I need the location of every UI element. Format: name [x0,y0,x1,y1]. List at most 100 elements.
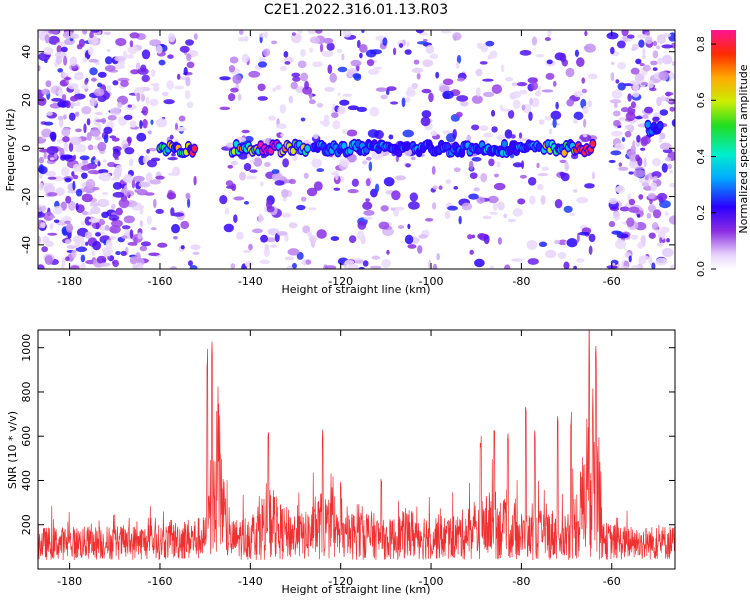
spectrogram-cell [38,164,45,174]
spectrogram-cell [173,85,185,90]
spectrogram-cell [660,95,666,102]
spectrogram-cell [402,129,414,138]
spectrogram-cell [48,35,60,45]
spectrogram-cell [640,82,649,86]
spectrogram-cell [38,65,41,72]
spectrogram-cell [38,235,42,245]
spectrogram-cell [473,187,480,192]
spectrogram-cell [324,86,335,92]
spectrogram-cell [57,89,63,97]
spectrogram-cell [52,206,63,215]
spectrogram-cell [133,86,145,97]
spectrogram-cell [576,232,580,243]
spectrogram-cell [183,66,188,76]
spectrogram-cell [429,53,439,60]
spectrogram-cell [436,253,440,261]
spectrogram-cell [648,79,654,89]
spectrogram-cell [432,202,437,210]
spectrogram-cell [642,48,646,56]
spectrogram-cell [456,54,462,64]
spectrogram-cell [527,258,539,265]
spectrogram-cell [347,188,359,194]
spectrogram-cell [397,225,405,229]
snr-y-label: SNR (10 * v/v) [6,411,19,489]
spectrogram-cell [68,142,74,152]
spectrogram-cell [70,265,80,269]
spectrogram-cell [453,167,461,173]
spectrogram-cell [127,104,132,108]
spectrogram-cell [155,208,164,214]
spectrogram-cell [469,249,474,255]
spectrogram-cell [639,147,646,151]
spectrogram-cell [89,97,98,107]
spectrogram-cell [493,173,499,178]
spectrogram-cell [334,171,339,181]
y-tick-label: -20 [20,188,33,206]
spectrogram-cell [145,96,150,105]
spectrogram-cell [132,175,145,183]
spectrogram-cell [158,59,166,66]
spectrogram-cell [120,235,128,239]
spectrogram-cell [359,44,368,53]
spectrogram-cell [290,81,298,90]
spectrogram-cell [46,111,53,116]
spectrogram-cell [442,78,454,86]
spectrogram-cell [614,239,627,250]
spectrogram-cell [497,201,505,211]
spectrogram-cell [428,92,434,103]
spectrogram-cell [137,67,149,75]
spectrogram-cell [656,34,667,44]
spectrogram-cell [139,220,143,228]
spectrogram-cell [43,184,56,195]
spectrogram-cell [409,192,418,202]
spectrogram-cell [61,127,71,137]
spectrogram-cell [369,265,382,269]
spectrogram-cell [475,68,483,77]
spectrogram-cell [547,30,552,38]
spectrogram-cell [657,192,668,201]
spectrogram-cell [507,109,515,119]
spectrogram-cell [346,129,358,137]
spectrogram-cell [519,49,532,56]
spectrogram-cell [573,90,584,98]
spectrogram-cell [408,201,420,210]
spectrogram-cell [80,241,87,248]
spectrogram-cell [279,65,288,71]
spectrogram-cell [136,92,141,102]
spectrogram-cell [72,174,79,180]
spectrogram-cell [569,212,575,217]
spectrogram-cell [107,255,111,260]
spectrogram-cell [233,214,238,223]
spectrogram-cell [610,130,623,137]
spectrogram-cell [637,213,641,218]
spectrogram-cell [612,211,621,221]
spectrogram-cell [104,56,113,65]
spectrogram-cell [185,76,191,87]
spectrogram-cell [456,95,469,102]
spectrogram-cell [136,189,148,196]
spectrogram-cell [664,91,674,96]
spectrogram-cell [106,84,112,94]
spectrogram-cell [166,192,177,200]
spectrogram-cell [139,245,148,252]
spectrogram-cell [90,206,101,215]
spectrogram-cell [46,145,59,155]
spectrogram-cell [167,157,178,161]
spectrogram-cell [292,76,301,82]
spectrogram-cell [170,266,177,269]
spectrogram-cell [664,211,669,216]
spectrogram-cell [331,112,339,118]
spectrogram-cell [361,30,365,34]
spectrogram-cell [365,198,370,202]
spectrogram-cell [94,111,104,116]
spectrogram-cell [155,44,163,54]
spectrogram-cell [531,36,538,46]
spectrogram-cell [103,31,111,36]
spectrogram-cell [613,119,621,127]
spectrogram-cell [342,93,353,97]
spectrogram-cell [341,53,345,61]
spectrogram-cell [588,233,596,243]
spectrogram-cell [319,120,324,125]
spectrogram-cell [496,161,501,168]
